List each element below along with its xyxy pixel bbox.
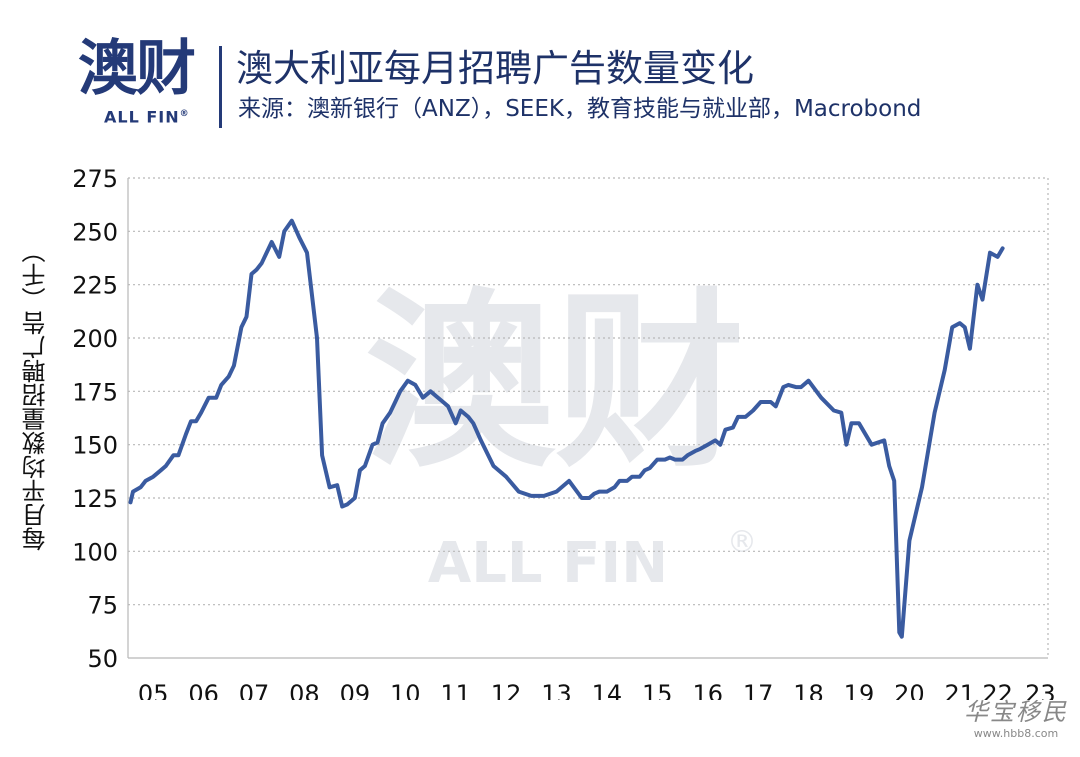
x-tick-label: 17	[743, 680, 774, 700]
y-tick-label: 125	[72, 485, 118, 513]
x-tick-label: 09	[340, 680, 371, 700]
x-tick-label: 16	[692, 680, 723, 700]
x-tick-label: 22	[982, 680, 1013, 700]
y-tick-label: 250	[72, 218, 118, 246]
y-tick-label: 50	[87, 645, 118, 673]
x-tick-label: 11	[440, 680, 471, 700]
corner-watermark: 华宝移民 www.hbb8.com	[958, 697, 1074, 747]
chart-header: 澳财 ALL FIN® 澳大利亚每月招聘广告数量变化 来源：澳新银行（ANZ），…	[0, 0, 1080, 140]
x-tick-label: 10	[390, 680, 421, 700]
header-divider	[219, 46, 222, 128]
x-tick-label: 12	[491, 680, 522, 700]
x-tick-label: 20	[894, 680, 925, 700]
registered-mark: ®	[179, 109, 190, 119]
x-tick-label: 21	[945, 680, 976, 700]
y-tick-label: 275	[72, 165, 118, 193]
brand-logo: 澳财	[78, 34, 196, 104]
line-chart: 澳财 ALL FIN ® 275 250 225 200 175 150 125 100 75 50 0…	[72, 165, 1056, 700]
watermark-registered-mark: ®	[727, 525, 757, 560]
x-tick-label: 14	[592, 680, 623, 700]
series-line	[128, 218, 1005, 639]
y-tick-label: 75	[87, 592, 118, 620]
brand-logo-sub-label: ALL FIN	[104, 107, 180, 127]
y-tick-label: 175	[72, 378, 118, 406]
corner-watermark-text: 华宝移民	[964, 698, 1068, 726]
watermark-sub-text: ALL FIN	[428, 531, 668, 596]
brand-logo-subtext: ALL FIN®	[104, 104, 214, 127]
y-tick-label: 150	[72, 432, 118, 460]
series-layer	[128, 218, 1005, 639]
x-tick-label: 19	[844, 680, 875, 700]
chart-subtitle: 来源：澳新银行（ANZ），SEEK，教育技能与就业部，Macrobond	[238, 96, 922, 122]
x-tick-label: 06	[188, 680, 219, 700]
y-tick-label: 100	[72, 538, 118, 566]
x-tick-label: 07	[239, 680, 270, 700]
axis-layer: 275 250 225 200 175 150 125 100 75 50 05 06 07 08 09 10…	[72, 165, 1056, 700]
y-tick-label: 200	[72, 325, 118, 353]
x-tick-label: 05	[138, 680, 169, 700]
x-tick-label: 13	[541, 680, 572, 700]
x-tick-label: 15	[642, 680, 673, 700]
x-tick-label: 18	[793, 680, 824, 700]
corner-watermark-url: www.hbb8.com	[973, 727, 1059, 740]
chart-title: 澳大利亚每月招聘广告数量变化	[236, 47, 754, 90]
x-tick-label: 08	[289, 680, 320, 700]
x-tick-label: 23	[1025, 680, 1056, 700]
watermark-main-text: 澳财	[365, 272, 745, 493]
watermark-layer: 澳财 ALL FIN ®	[365, 272, 757, 596]
y-tick-label: 225	[72, 272, 118, 300]
